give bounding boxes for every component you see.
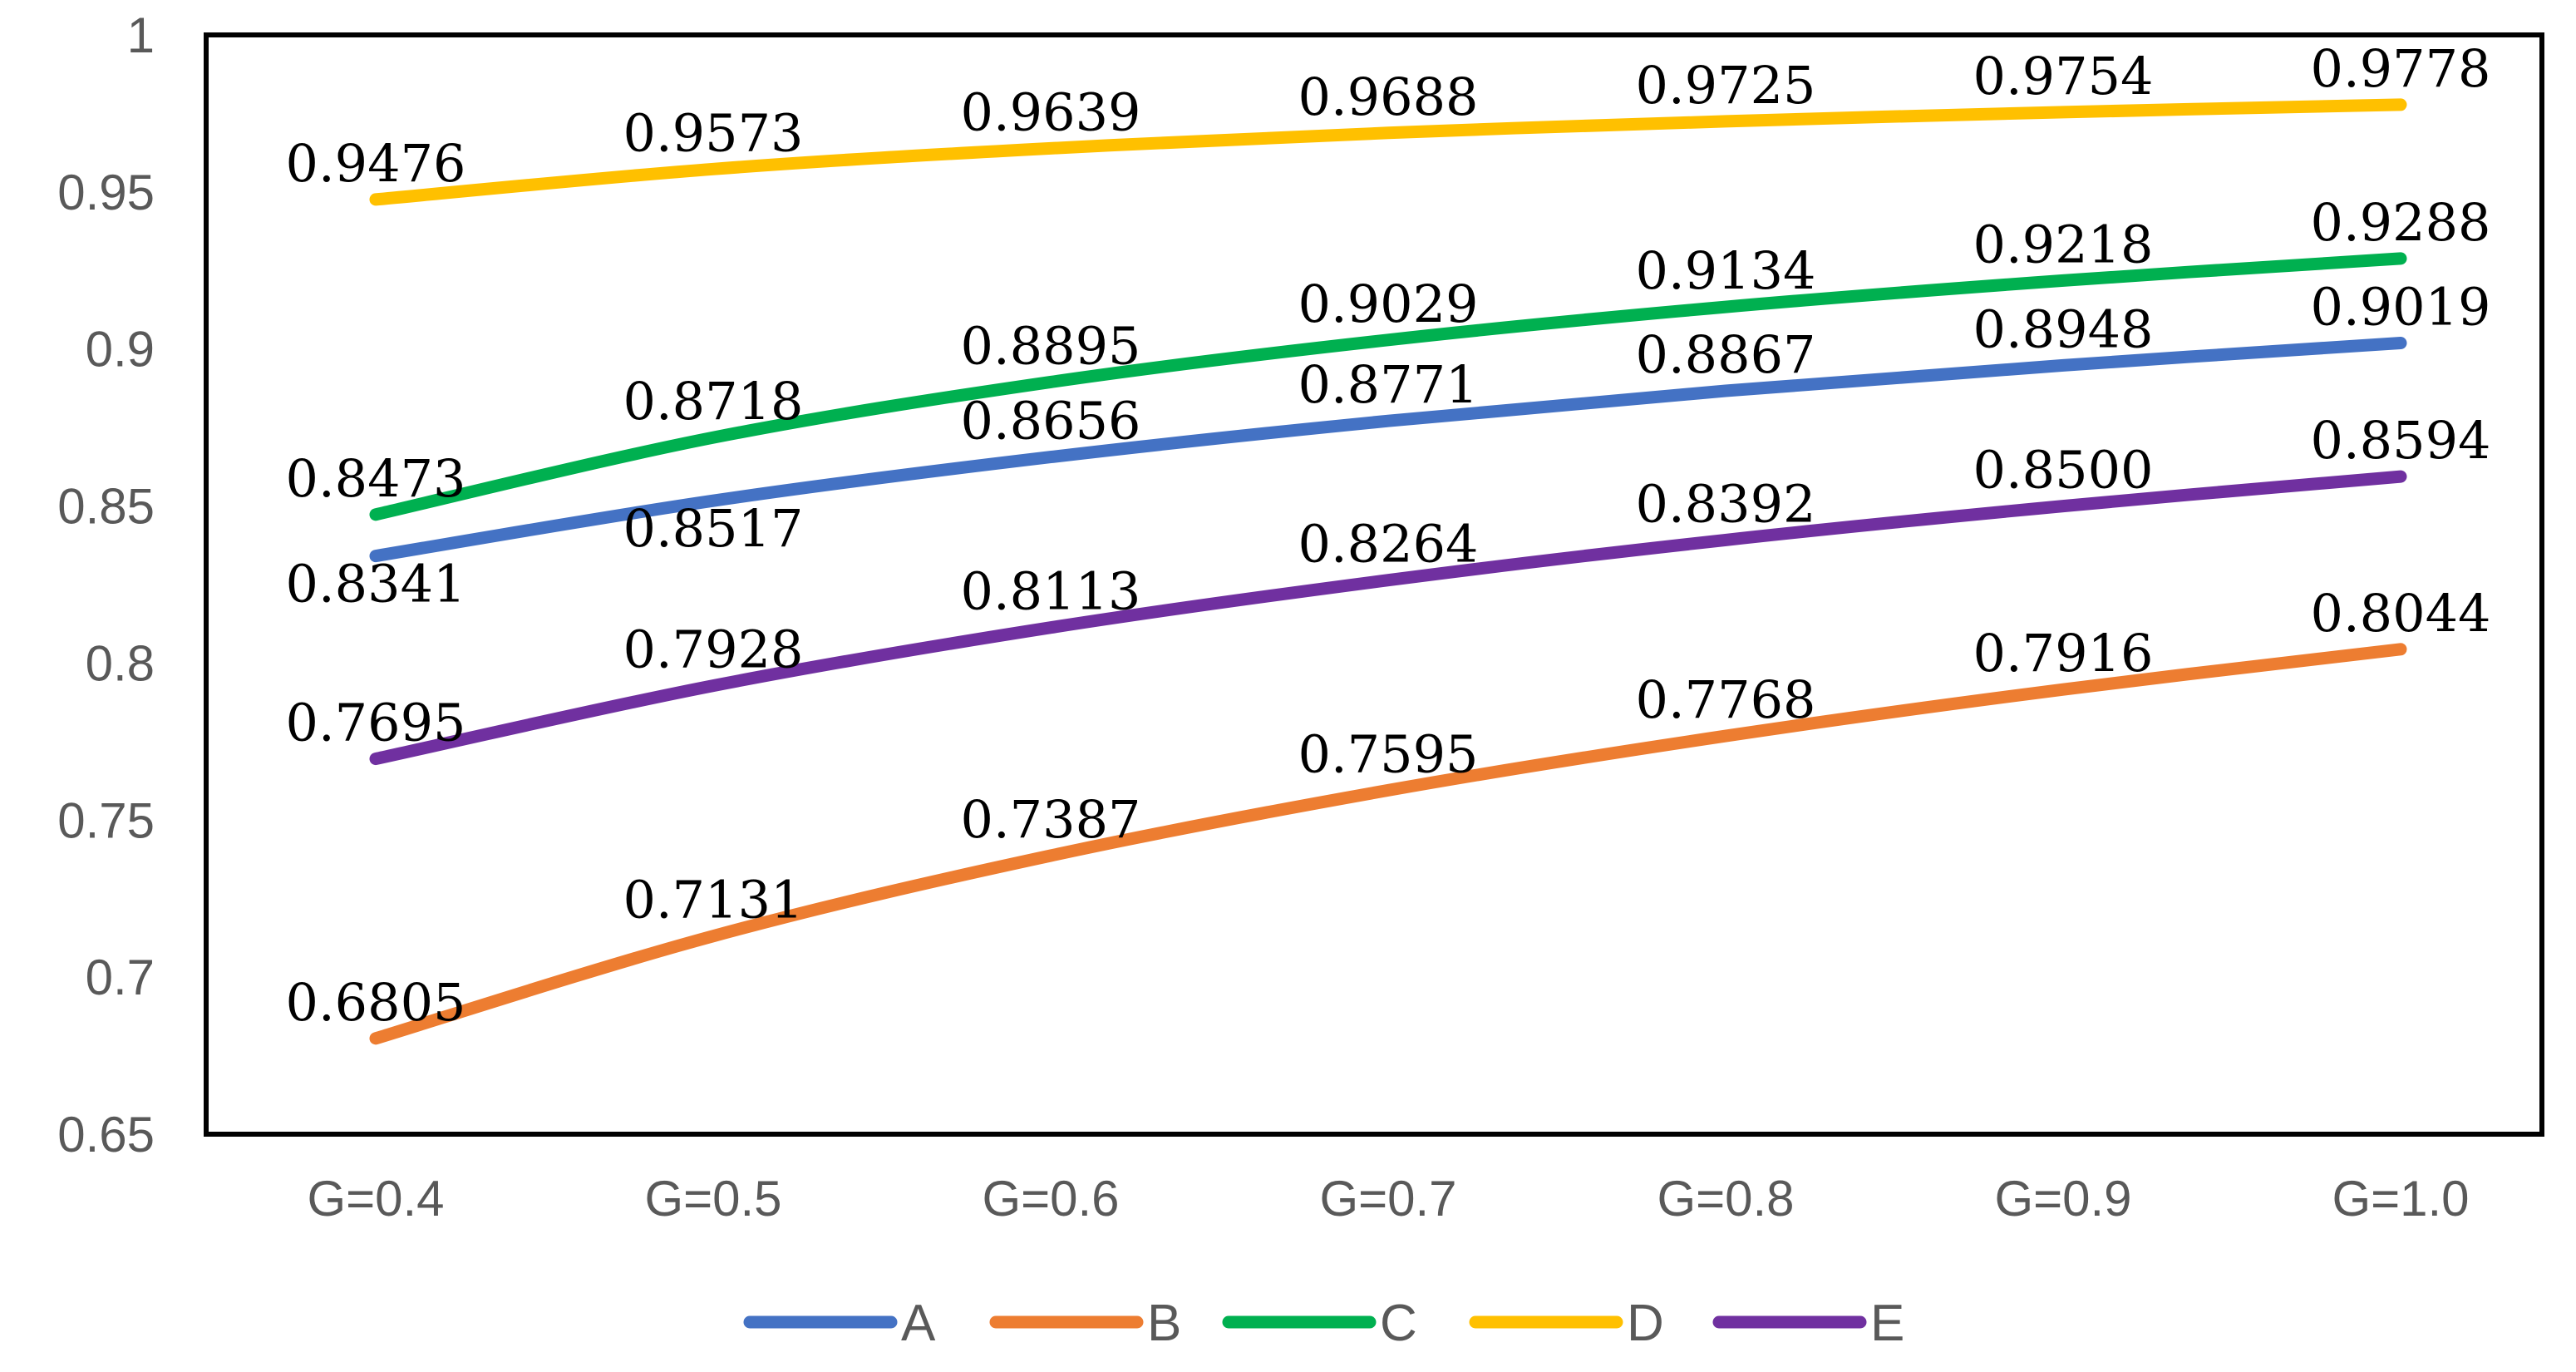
data-label-b: 0.7916 xyxy=(1973,623,2154,684)
data-label-e: 0.8500 xyxy=(1973,440,2154,501)
x-tick-label: G=1.0 xyxy=(2332,1171,2469,1226)
y-tick-label: 0.7 xyxy=(86,950,155,1005)
legend-label-d: D xyxy=(1627,1295,1664,1352)
x-tick-label: G=0.5 xyxy=(644,1171,781,1226)
legend-label-b: B xyxy=(1147,1295,1181,1352)
data-label-e: 0.8594 xyxy=(2311,410,2491,471)
data-label-a: 0.8948 xyxy=(1973,299,2154,359)
data-label-a: 0.8867 xyxy=(1636,324,1816,385)
series-line-c xyxy=(369,252,2407,521)
x-tick-label: G=0.4 xyxy=(307,1171,444,1226)
series-line-d xyxy=(369,98,2407,206)
data-label-b: 0.6805 xyxy=(286,972,466,1033)
series-lines xyxy=(369,98,2407,1045)
y-tick-label: 0.75 xyxy=(57,792,155,848)
y-tick-label: 0.65 xyxy=(57,1107,155,1162)
y-tick-label: 0.95 xyxy=(57,165,155,220)
data-label-d: 0.9754 xyxy=(1973,46,2154,106)
x-tick-label: G=0.9 xyxy=(1994,1171,2131,1226)
data-label-a: 0.8517 xyxy=(623,498,804,559)
series-line-e xyxy=(369,470,2407,766)
legend-label-a: A xyxy=(901,1295,936,1352)
data-label-e: 0.8113 xyxy=(961,561,1141,622)
data-label-b: 0.7768 xyxy=(1636,669,1816,730)
data-label-d: 0.9725 xyxy=(1636,55,1816,116)
data-label-e: 0.8264 xyxy=(1298,514,1479,575)
data-label-c: 0.8718 xyxy=(623,371,804,432)
series-line-a xyxy=(369,337,2407,563)
data-label-b: 0.8044 xyxy=(2311,583,2491,644)
y-axis-tick-labels: 0.65 0.7 0.75 0.8 0.85 0.9 0.95 1 xyxy=(57,7,155,1162)
plot-area-frame xyxy=(204,32,2544,1137)
legend: A B C D E xyxy=(743,1295,1904,1352)
y-tick-label: 0.8 xyxy=(86,635,155,691)
data-label-b: 0.7595 xyxy=(1298,723,1479,784)
data-labels: 0.8341 0.8517 0.8656 0.8771 0.8867 0.8948 0.90… xyxy=(286,38,2491,1033)
data-label-d: 0.9573 xyxy=(623,102,804,163)
data-label-d: 0.9688 xyxy=(1298,67,1479,127)
data-label-c: 0.9134 xyxy=(1636,240,1816,301)
data-label-a: 0.9019 xyxy=(2311,277,2491,338)
y-tick-label: 1 xyxy=(127,7,155,63)
data-label-b: 0.7131 xyxy=(623,870,804,930)
data-label-d: 0.9476 xyxy=(286,133,466,194)
data-label-e: 0.7695 xyxy=(286,693,466,753)
series-line-b xyxy=(369,643,2407,1045)
data-label-b: 0.7387 xyxy=(961,789,1141,850)
y-tick-label: 0.85 xyxy=(57,479,155,535)
y-tick-label: 0.9 xyxy=(86,322,155,378)
x-tick-label: G=0.7 xyxy=(1319,1171,1456,1226)
x-axis-tick-labels: G=0.4 G=0.5 G=0.6 G=0.7 G=0.8 G=0.9 G=1.0 xyxy=(307,1171,2469,1226)
data-label-c: 0.9288 xyxy=(2311,192,2491,253)
data-label-a: 0.8341 xyxy=(286,554,466,614)
data-label-c: 0.9218 xyxy=(1973,214,2154,274)
data-label-a: 0.8656 xyxy=(961,391,1141,452)
data-label-c: 0.8895 xyxy=(961,315,1141,376)
legend-label-c: C xyxy=(1380,1295,1417,1352)
data-label-d: 0.9778 xyxy=(2311,38,2491,99)
data-label-c: 0.9029 xyxy=(1298,274,1479,334)
x-tick-label: G=0.8 xyxy=(1657,1171,1794,1226)
data-label-c: 0.8473 xyxy=(286,448,466,509)
data-label-e: 0.7928 xyxy=(623,619,804,680)
legend-label-e: E xyxy=(1870,1295,1904,1352)
data-label-a: 0.8771 xyxy=(1298,354,1479,415)
data-label-d: 0.9639 xyxy=(961,81,1141,142)
x-tick-label: G=0.6 xyxy=(982,1171,1119,1226)
data-label-e: 0.8392 xyxy=(1636,473,1816,534)
